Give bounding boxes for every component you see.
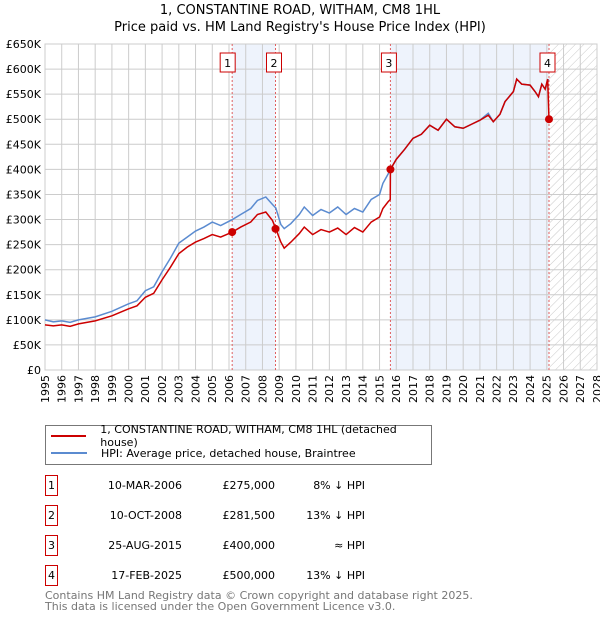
- sale-point: [271, 224, 280, 233]
- y-tick-label: £350K: [6, 188, 42, 201]
- shaded-range: [232, 44, 276, 370]
- sale-point: [228, 228, 237, 237]
- legend-label: HPI: Average price, detached house, Brai…: [101, 446, 356, 460]
- y-tick-label: £0: [27, 364, 41, 377]
- price-chart: 1 2 3 4 1995 1996 1997 1998 1999 2000 2001 2002 2003…: [6, 38, 600, 403]
- x-tick-label: 2014: [357, 375, 370, 403]
- x-tick-label: 2007: [240, 375, 253, 403]
- transaction-hpi-relation: 13% ↓ HPI: [306, 569, 365, 582]
- y-tick-label: £250K: [6, 239, 42, 252]
- y-tick-label: £100K: [6, 314, 42, 327]
- transaction-hpi-relation: 13% ↓ HPI: [306, 509, 365, 522]
- x-tick-label: 2026: [557, 375, 570, 403]
- shaded-range: [390, 44, 549, 370]
- legend-swatch-red: [51, 435, 87, 437]
- y-tick-label: £50K: [13, 339, 42, 352]
- x-tick-label: 2012: [323, 375, 336, 403]
- sale-label: 4: [544, 57, 551, 70]
- transaction-price: £281,500: [222, 509, 276, 522]
- x-tick-label: 2019: [440, 375, 453, 403]
- transaction-price: £275,000: [222, 479, 276, 492]
- x-tick-label: 1996: [56, 375, 69, 403]
- y-tick-label: £400K: [6, 163, 42, 176]
- y-tick-label: £550K: [6, 88, 42, 101]
- transaction-date: 17-FEB-2025: [111, 569, 182, 582]
- y-tick-label: £600K: [6, 63, 42, 76]
- x-tick-label: 2015: [373, 375, 386, 403]
- x-tick-label: 2005: [206, 375, 219, 403]
- x-tick-label: 2008: [256, 375, 269, 403]
- transaction-number: 2: [45, 505, 58, 526]
- x-tick-label: 2013: [340, 375, 353, 403]
- x-tick-label: 2009: [273, 375, 286, 403]
- y-tick-label: £200K: [6, 264, 42, 277]
- sale-point: [386, 165, 395, 174]
- x-tick-label: 2025: [541, 375, 554, 403]
- legend-item-hpi: HPI: Average price, detached house, Brai…: [46, 445, 356, 461]
- sale-label: 3: [385, 57, 392, 70]
- y-tick-label: £650K: [6, 38, 42, 51]
- x-tick-label: 1999: [106, 375, 119, 403]
- x-tick-label: 2010: [290, 375, 303, 403]
- y-tick-label: £150K: [6, 289, 42, 302]
- sale-label-box: [539, 52, 556, 73]
- sale-label-box: [219, 52, 236, 73]
- x-tick-label: 2027: [574, 375, 587, 403]
- x-tick-label: 2022: [490, 375, 503, 403]
- x-tick-label: 2021: [474, 375, 487, 403]
- chart-title: 1, CONSTANTINE ROAD, WITHAM, CM8 1HL: [159, 3, 441, 18]
- x-tick-label: 2000: [122, 375, 135, 403]
- transaction-hpi-relation: ≈ HPI: [334, 539, 365, 552]
- x-tick-label: 2016: [390, 375, 403, 403]
- sale-label-box: [266, 52, 283, 73]
- sale-point: [544, 115, 553, 124]
- sale-label-box: [380, 52, 397, 73]
- transaction-number: 4: [45, 565, 58, 586]
- transaction-row: 2 10-OCT-2008 £281,500 13% ↓ HPI: [45, 505, 445, 526]
- x-tick-label: 2028: [591, 375, 600, 403]
- y-tick-label: £500K: [6, 113, 42, 126]
- transaction-number: 3: [45, 535, 58, 556]
- x-tick-label: 1995: [39, 375, 52, 403]
- legend: 1, CONSTANTINE ROAD, WITHAM, CM8 1HL (de…: [45, 423, 432, 465]
- transaction-number: 1: [45, 475, 58, 496]
- x-tick-label: 2004: [189, 375, 202, 403]
- x-tick-label: 2003: [173, 375, 186, 403]
- x-tick-label: 2006: [223, 375, 236, 403]
- x-tick-label: 2023: [507, 375, 520, 403]
- y-tick-label: £450K: [6, 138, 42, 151]
- sale-label: 1: [224, 57, 231, 70]
- x-tick-label: 2002: [156, 375, 169, 403]
- footer-licence: This data is licensed under the Open Gov…: [45, 600, 396, 613]
- sale-label: 2: [271, 57, 278, 70]
- transaction-price: £500,000: [222, 569, 276, 582]
- forecast-hatch: [548, 44, 597, 370]
- transaction-price: £400,000: [222, 539, 276, 552]
- transaction-date: 10-OCT-2008: [109, 509, 182, 522]
- transaction-row: 4 17-FEB-2025 £500,000 13% ↓ HPI: [45, 565, 445, 586]
- x-tick-label: 1998: [89, 375, 102, 403]
- x-tick-label: 2018: [424, 375, 437, 403]
- transaction-row: 3 25-AUG-2015 £400,000 ≈ HPI: [45, 535, 445, 556]
- x-tick-label: 2001: [139, 375, 152, 403]
- property-price-line: [44, 77, 550, 328]
- x-tick-label: 2011: [306, 375, 319, 403]
- chart-subtitle: Price paid vs. HM Land Registry's House …: [114, 20, 486, 35]
- transaction-hpi-relation: 8% ↓ HPI: [313, 479, 365, 492]
- footer: Contains HM Land Registry data © Crown c…: [45, 590, 473, 612]
- x-tick-label: 1997: [72, 375, 85, 403]
- plot-frame: [44, 43, 598, 371]
- transaction-date: 10-MAR-2006: [107, 479, 182, 492]
- x-tick-label: 2017: [407, 375, 420, 403]
- y-tick-label: £300K: [6, 214, 42, 227]
- legend-label: 1, CONSTANTINE ROAD, WITHAM, CM8 1HL (de…: [100, 423, 397, 449]
- x-tick-label: 2020: [457, 375, 470, 403]
- legend-item-property: 1, CONSTANTINE ROAD, WITHAM, CM8 1HL (de…: [46, 423, 431, 449]
- legend-swatch-blue: [51, 452, 87, 454]
- footer-copyright: Contains HM Land Registry data © Crown c…: [45, 589, 473, 602]
- x-tick-label: 2024: [524, 375, 537, 403]
- transaction-row: 1 10-MAR-2006 £275,000 8% ↓ HPI: [45, 475, 445, 496]
- transaction-date: 25-AUG-2015: [108, 539, 182, 552]
